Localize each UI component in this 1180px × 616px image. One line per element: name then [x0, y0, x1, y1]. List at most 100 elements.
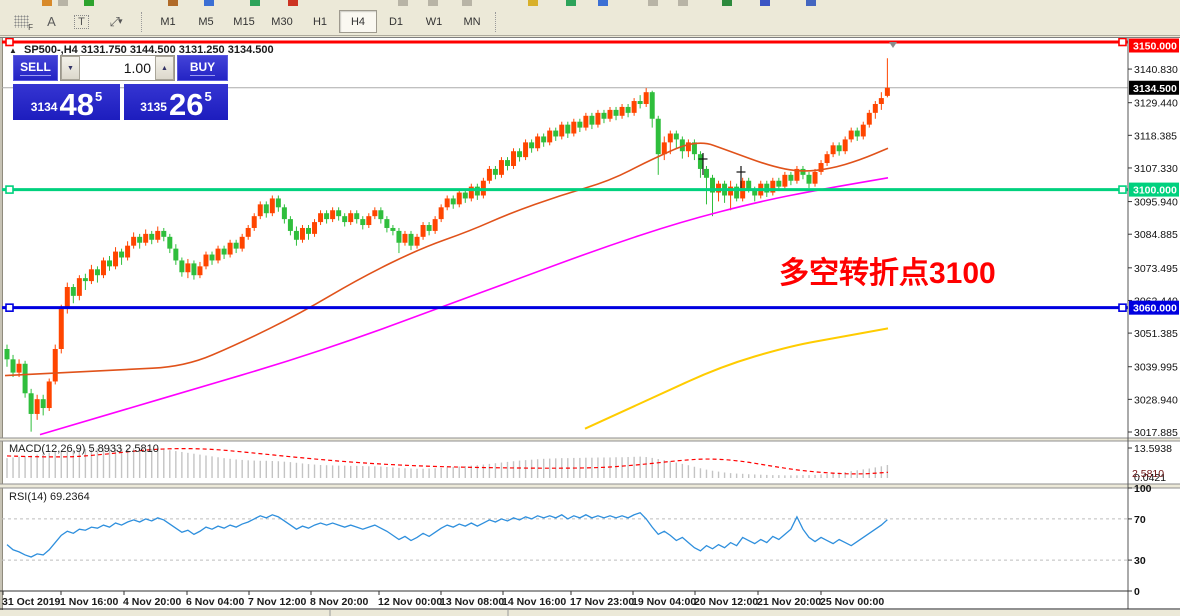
rsi-axis-label: 100 — [1134, 483, 1152, 495]
macd-axis-label: 0.0421 — [1134, 472, 1166, 484]
time-axis-label: 14 Nov 16:00 — [502, 596, 566, 608]
arrows-tool[interactable]: ⤢ ▾ — [98, 11, 134, 32]
candle-body — [16, 363, 22, 373]
ohlc-open: 3131.750 — [80, 44, 127, 56]
time-axis-label: 7 Nov 12:00 — [248, 596, 307, 608]
candle-body — [673, 133, 679, 140]
volume-decrease-button[interactable]: ▼ — [61, 56, 80, 80]
price-axis-label: 3051.385 — [1134, 328, 1178, 340]
candle-body — [462, 192, 468, 199]
ohlc-low: 3131.250 — [178, 44, 225, 56]
price-axis-label: 3039.995 — [1134, 362, 1178, 374]
candle-body — [185, 263, 191, 273]
line-handle — [1118, 303, 1127, 312]
candle-body — [299, 227, 305, 240]
rsi-axis-label: 30 — [1134, 555, 1146, 567]
candle-body — [88, 269, 94, 282]
candle-body — [287, 219, 293, 231]
price-axis-label: 3118.385 — [1134, 130, 1177, 142]
ohlc-high: 3144.500 — [129, 44, 176, 56]
chart-annotation-text[interactable]: 多空转折点3100 — [779, 257, 996, 290]
candle-body — [523, 142, 529, 158]
price-axis-label: 3073.495 — [1134, 263, 1178, 275]
candle-body — [631, 101, 637, 113]
tab-timeframe-h1[interactable]: H1 — [312, 15, 328, 28]
sell-price-display[interactable]: 3134 48 5 — [13, 84, 120, 120]
candle-body — [269, 198, 275, 214]
sell-button[interactable]: SELL — [13, 55, 58, 81]
candle-body — [414, 236, 420, 246]
candle-body — [824, 154, 830, 164]
freehand-grid-tool[interactable]: F — [8, 11, 35, 32]
candle-body — [149, 233, 155, 240]
tab-timeframe-m15[interactable]: M15 — [233, 15, 255, 28]
line-handle — [1118, 185, 1127, 194]
tab-timeframe-m1[interactable]: M1 — [160, 15, 176, 28]
price-level-badge — [1129, 300, 1179, 315]
tab-timeframe-m30[interactable]: M30 — [271, 15, 293, 28]
chart-shift-marker — [889, 42, 897, 48]
candle-body — [167, 236, 173, 249]
candle-body — [312, 222, 318, 234]
tab-timeframe-m5[interactable]: M5 — [198, 15, 214, 28]
volume-increase-button[interactable]: ▲ — [155, 56, 174, 80]
text-box-tool[interactable]: T — [68, 11, 95, 32]
macd-signal-value-label: 2.5810 — [1132, 468, 1164, 480]
price-axis-label: 3107.330 — [1134, 163, 1178, 175]
volume-input[interactable] — [80, 56, 155, 80]
macd-signal-line — [6, 448, 889, 475]
time-axis-label: 8 Nov 20:00 — [310, 596, 369, 608]
candle-body — [486, 168, 492, 181]
time-axis-label: 1 Nov 16:00 — [60, 596, 119, 608]
candle-body — [233, 242, 239, 249]
candle-body — [776, 180, 782, 187]
candle-body — [390, 227, 396, 231]
candle-body — [209, 254, 215, 261]
tab-timeframe-w1[interactable]: W1 — [425, 15, 443, 28]
tab-timeframe-h4[interactable]: H4 — [339, 10, 377, 33]
candle-body — [613, 109, 619, 116]
toolbar-separator — [141, 11, 142, 32]
candle-body — [818, 163, 824, 172]
candle-body — [553, 130, 559, 137]
candle-body — [583, 115, 589, 128]
axes-layer: 3140.830 3129.440 3118.385 3107.330 3095.940… — [0, 38, 1180, 616]
candle-body — [782, 174, 788, 187]
candle-body — [643, 92, 649, 104]
time-axis-label: 31 Oct 2019 — [2, 596, 61, 608]
chart-canvas[interactable]: 3140.830 3129.440 3118.385 3107.330 3095.940… — [0, 38, 1180, 616]
candle-body — [565, 124, 571, 134]
candle-body — [517, 151, 523, 158]
candle-body — [577, 121, 583, 128]
candle-body — [64, 287, 70, 308]
candle-body — [625, 106, 631, 113]
tab-timeframe-d1[interactable]: D1 — [388, 15, 404, 28]
candle-body — [324, 213, 330, 220]
candle-body — [100, 260, 106, 276]
volume-stepper: ▼ ▲ — [60, 55, 175, 81]
candle-body — [10, 359, 16, 373]
candle-body — [649, 92, 655, 119]
macd-axis-label: 13.5938 — [1134, 443, 1172, 455]
rsi-axis-label: 70 — [1134, 514, 1146, 526]
candle-body — [800, 168, 806, 175]
time-axis-label: 20 Nov 12:00 — [694, 596, 758, 608]
candle-body — [257, 204, 263, 217]
buy-price-display[interactable]: 3135 26 5 — [124, 84, 228, 120]
candle-body — [402, 233, 408, 243]
buy-button[interactable]: BUY — [177, 55, 228, 81]
tab-timeframe-mn[interactable]: MN — [463, 15, 481, 28]
collapse-triangle-icon[interactable]: ▲ — [9, 46, 17, 55]
candle-body — [131, 236, 137, 246]
candle-body — [794, 168, 800, 181]
candle-body — [498, 160, 504, 175]
candle-body — [263, 204, 269, 214]
text-annotation-tool[interactable]: A — [38, 11, 65, 32]
candle-body — [330, 210, 336, 220]
candle-body — [878, 98, 884, 104]
candle-body — [860, 124, 866, 137]
diagonal-arrows-icon: ⤢ — [109, 13, 120, 29]
line-handle — [1118, 38, 1127, 47]
candle-body — [143, 233, 149, 243]
ma-fast-line — [4, 142, 889, 377]
